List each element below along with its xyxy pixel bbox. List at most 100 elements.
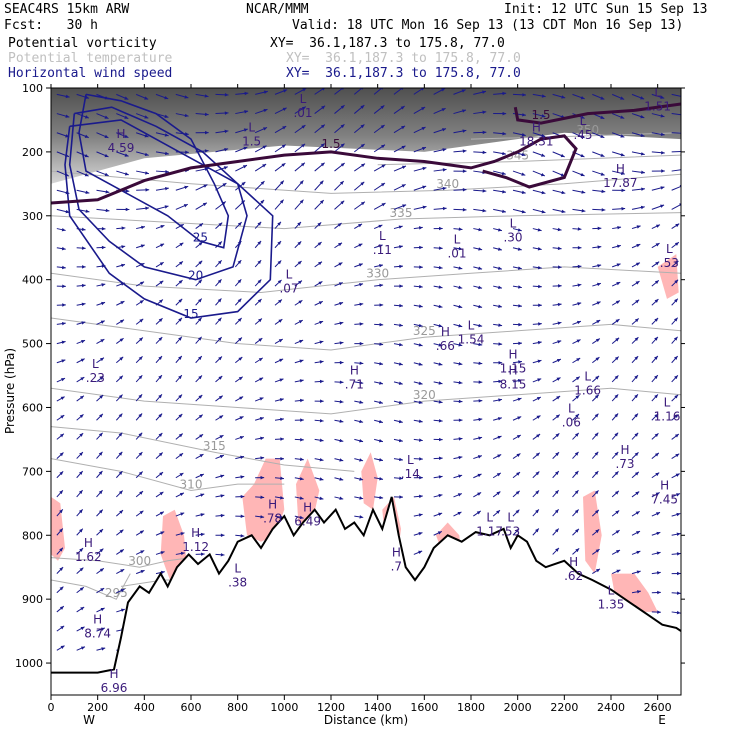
wind-barb-head	[576, 320, 581, 325]
wind-barb-head	[297, 241, 302, 246]
wind-barb-head	[482, 110, 487, 115]
wind-barb-head	[399, 323, 403, 327]
x-tick-label: 2600	[644, 701, 672, 714]
wind-barb-head	[516, 434, 521, 439]
wind-barb-head	[535, 509, 539, 514]
wind-barb-head	[399, 284, 403, 288]
extremum-marker: L	[580, 114, 587, 128]
wind-barb-head	[79, 528, 83, 533]
wind-barb-head	[677, 571, 681, 576]
wind-barb-head	[596, 301, 601, 305]
wind-barb-head	[640, 133, 645, 137]
wind-barb-head	[179, 492, 184, 497]
theta-contour-label: 330	[366, 267, 389, 281]
wind-barb-head	[298, 300, 303, 304]
y-tick-label: 200	[22, 146, 43, 159]
wind-barb-head	[535, 452, 540, 457]
wind-barb-head	[498, 398, 503, 402]
wind-barb-head	[159, 299, 163, 304]
wind-barb-head	[557, 265, 562, 269]
wind-barb-head	[280, 417, 284, 422]
wind-barb-head	[517, 247, 522, 251]
wind-barb-head	[84, 134, 89, 138]
theta-contour-label: 340	[436, 177, 459, 191]
wind-barb-head	[138, 432, 143, 437]
extremum-marker: H	[303, 501, 312, 515]
wind-barb-head	[438, 285, 443, 289]
wind-barb-head	[118, 490, 123, 495]
wind-barb-head	[477, 473, 482, 478]
wind-barb-head	[98, 432, 103, 437]
wind-barb-head	[616, 263, 621, 267]
wind-barb-head	[561, 95, 566, 99]
wind-barb-head	[540, 172, 545, 177]
wind-barb-head	[660, 95, 665, 99]
theta-contour-label: 335	[390, 206, 413, 220]
wind-barb-head	[378, 439, 383, 443]
extremum-value: .45	[573, 128, 592, 142]
extremum-marker: L	[248, 121, 255, 135]
wind-barb-head	[60, 625, 65, 630]
wind-barb-head	[557, 302, 562, 307]
wind-barb-head	[554, 490, 559, 495]
wind-barb-head	[283, 89, 288, 93]
wind-barb-head	[458, 227, 463, 231]
x-tick-label: 1200	[317, 701, 345, 714]
wind-barb-head	[458, 437, 463, 441]
wind-barb-head	[462, 169, 467, 173]
wind-barb-head	[402, 204, 407, 208]
wind-barb-head	[635, 491, 640, 496]
wind-barb-head	[81, 321, 86, 325]
wind-barb-head	[580, 134, 585, 138]
extremum-marker: H	[569, 555, 578, 569]
wind-barb-head	[636, 550, 641, 555]
wind-barb-head	[159, 280, 164, 285]
wind-barb-head	[597, 226, 602, 231]
wind-barb-head	[159, 491, 164, 496]
wind-barb-head	[220, 513, 225, 518]
plot-frame	[50, 87, 682, 696]
wind-barb-head	[100, 627, 105, 631]
wind-barb-head	[482, 208, 487, 213]
wind-barb	[671, 169, 681, 172]
wind-barb-head	[615, 530, 620, 534]
wind-barb-head	[279, 398, 284, 402]
wind-barb-head	[620, 153, 625, 157]
wind-barb-head	[458, 474, 463, 478]
wind-barb-head	[517, 416, 522, 420]
wind-barb-head	[159, 472, 164, 476]
wind-barb-head	[204, 112, 209, 117]
wind-barb-head	[144, 96, 149, 100]
wind-barb-head	[144, 134, 149, 138]
theta-contour	[51, 426, 355, 472]
rh-shading-region	[583, 490, 602, 574]
theta-contour-label: 315	[203, 439, 226, 453]
wind-barb-head	[80, 358, 85, 362]
wind-barb-head	[197, 317, 202, 322]
wind-barb-head	[341, 88, 344, 91]
wind-barb-head	[635, 511, 640, 515]
wind-barb-head	[554, 528, 559, 533]
wind-barb-head	[319, 496, 324, 500]
wind-barb-head	[260, 475, 265, 480]
wind-barb-head	[419, 494, 423, 499]
east-endpoint: E	[658, 713, 666, 727]
wind-barb-head	[198, 279, 202, 284]
wind-barb-head	[179, 453, 184, 457]
wind-barb-head	[381, 144, 386, 149]
pv-contour-label: 1.5	[321, 137, 340, 151]
wind-barb-head	[205, 130, 209, 135]
wind-barb-head	[320, 162, 325, 167]
wind-barb-head	[620, 134, 625, 138]
wind-barb-head	[244, 110, 249, 114]
wind-barb-head	[339, 181, 344, 185]
wind-barb-head	[620, 171, 625, 175]
wind-barb-head	[517, 266, 522, 270]
wind-barb-head	[441, 108, 446, 112]
wind-barb-head	[257, 279, 262, 284]
wind-barb-head	[197, 336, 202, 341]
wind-barb-head	[438, 265, 443, 270]
wind-barb-head	[462, 109, 467, 113]
wind-barb-head	[299, 339, 304, 344]
wind-barb-head	[204, 149, 209, 153]
